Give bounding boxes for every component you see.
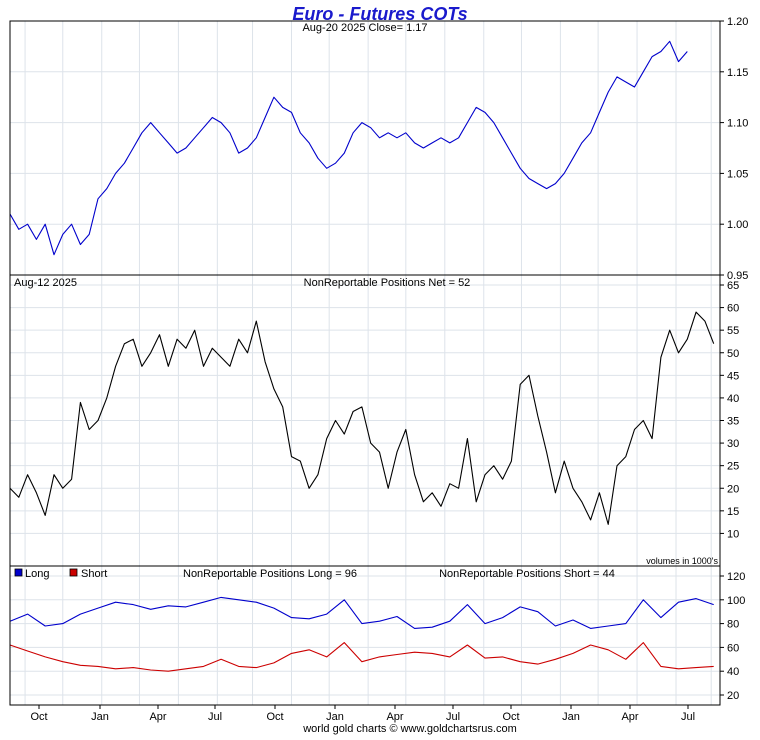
- legend-swatch-short: [69, 568, 78, 577]
- net-positions-label: NonReportable Positions Net = 52: [304, 277, 471, 289]
- y-tick-label: 15: [727, 506, 739, 518]
- y-tick-label: 60: [727, 642, 739, 654]
- y-tick-label: 1.10: [727, 118, 748, 130]
- legend-label-short: Short: [81, 568, 107, 580]
- y-tick-label: 20: [727, 690, 739, 702]
- x-tick-label: Jul: [681, 711, 695, 723]
- series-line-panel-1: [9, 40, 688, 256]
- cot-report-date: Aug-12 2025: [14, 277, 77, 289]
- series-line-short: [9, 642, 714, 672]
- panel-frame-3: [9, 565, 721, 706]
- y-tick-label: 120: [727, 571, 745, 583]
- x-tick-label: Oct: [30, 711, 47, 723]
- x-tick-label: Apr: [149, 711, 166, 723]
- y-tick-label: 20: [727, 483, 739, 495]
- legend-label-long: Long: [25, 568, 49, 580]
- x-tick-label: Jan: [562, 711, 580, 723]
- y-tick-label: 25: [727, 461, 739, 473]
- short-positions-label: NonReportable Positions Short = 44: [439, 568, 615, 580]
- footer-credit: world gold charts © www.goldchartsrus.co…: [302, 723, 517, 735]
- y-tick-label: 40: [727, 666, 739, 678]
- y-tick-label: 0.95: [727, 270, 748, 282]
- x-tick-label: Jan: [326, 711, 344, 723]
- y-tick-label: 80: [727, 619, 739, 631]
- volume-units-note: volumes in 1000's: [646, 556, 718, 566]
- x-tick-label: Oct: [502, 711, 519, 723]
- panel-frame-1: [9, 20, 721, 276]
- y-tick-label: 50: [727, 348, 739, 360]
- y-tick-label: 1.20: [727, 16, 748, 28]
- y-tick-label: 1.05: [727, 168, 748, 180]
- y-tick-label: 55: [727, 325, 739, 337]
- x-tick-label: Jul: [208, 711, 222, 723]
- y-tick-label: 35: [727, 416, 739, 428]
- y-tick-label: 45: [727, 370, 739, 382]
- series-line-long: [9, 596, 714, 629]
- x-tick-label: Oct: [266, 711, 283, 723]
- y-tick-label: 40: [727, 393, 739, 405]
- y-tick-label: 100: [727, 595, 745, 607]
- y-tick-label: 65: [727, 280, 739, 292]
- chart-title: Euro - Futures COTs: [292, 4, 467, 24]
- x-tick-label: Apr: [386, 711, 403, 723]
- y-tick-label: 30: [727, 438, 739, 450]
- y-tick-label: 1.15: [727, 67, 748, 79]
- series-line-panel-2: [9, 311, 715, 525]
- long-positions-label: NonReportable Positions Long = 96: [183, 568, 357, 580]
- y-tick-label: 10: [727, 528, 739, 540]
- y-tick-label: 60: [727, 303, 739, 315]
- x-tick-label: Jul: [446, 711, 460, 723]
- price-subtitle: Aug-20 2025 Close= 1.17: [302, 22, 427, 34]
- x-tick-label: Jan: [91, 711, 109, 723]
- legend-swatch-long: [14, 568, 23, 577]
- y-tick-label: 1.00: [727, 219, 748, 231]
- x-tick-label: Apr: [621, 711, 638, 723]
